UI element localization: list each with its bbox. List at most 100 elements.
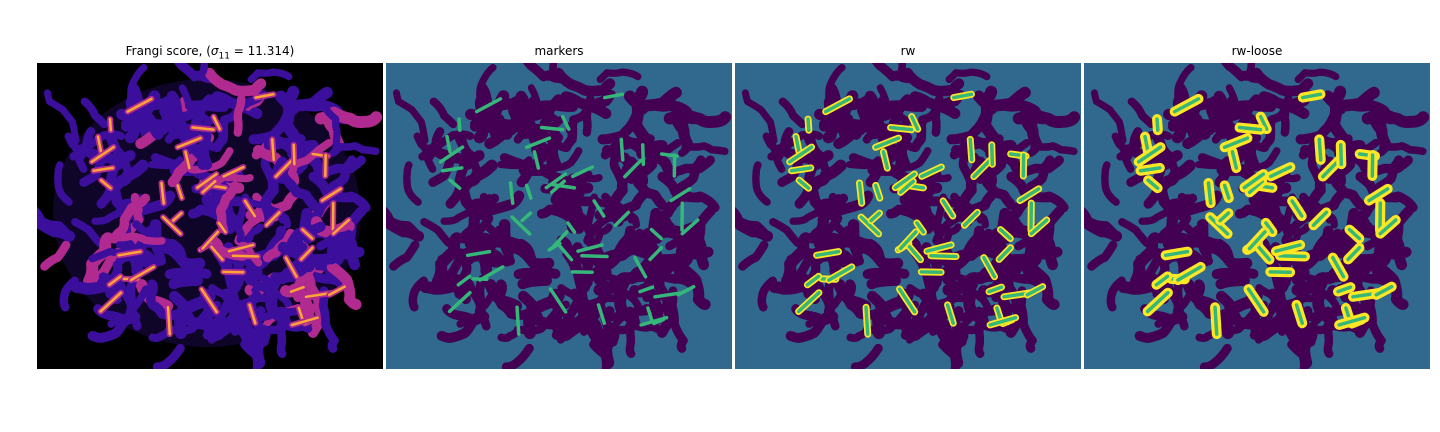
marker [1163,249,1190,258]
segmented-region [1211,265,1259,280]
ridge-structure [212,120,229,152]
rw-svg [735,63,1081,369]
ridge-peak [171,211,183,222]
ridge-structure [251,324,271,369]
marker [566,221,577,234]
marker [1237,125,1263,132]
ridge-peak [166,306,172,336]
segmented-region [932,193,948,244]
marker [1242,172,1266,190]
segmented-region [862,129,918,152]
marker [1222,136,1250,149]
marker [915,221,926,234]
segmented-region [496,156,533,170]
segmented-region [497,325,522,343]
segmented-region [561,120,578,152]
ridge-structure [203,311,242,335]
segmented-region [665,92,690,155]
marker [1268,165,1293,179]
marker [680,218,700,236]
marker [640,143,646,167]
marker [797,178,811,190]
markers-svg [386,63,732,369]
marker [1230,150,1239,170]
ridge-structure [112,232,166,245]
marker [998,227,1013,241]
segmented-region [978,85,1002,147]
segmented-region [583,193,599,244]
ridge-structure [107,285,150,328]
segmented-region [458,193,500,244]
ridge-structure [319,192,355,208]
marker [539,125,565,132]
segmented-region [419,279,470,299]
segmented-region [1159,232,1213,245]
ridge-peak [160,181,165,205]
marker [1172,97,1201,114]
marker [823,97,852,114]
marker [1146,178,1160,190]
segmented-region [845,156,882,170]
segmented-region [501,343,534,369]
marker [474,97,503,114]
ridge-structure [316,229,354,251]
ridge-structure [152,343,185,369]
segmented-region [1024,261,1060,310]
marker [510,215,532,236]
marker [1264,221,1275,234]
ridge-structure [204,67,267,97]
marker [576,243,604,253]
marker [945,303,956,325]
marker [508,181,515,205]
marker [1206,181,1213,205]
ridge-structure [59,276,79,312]
segmented-region [982,177,1017,211]
segmented-region [552,311,591,335]
ridge-peak [108,117,113,132]
segmented-region [1026,155,1055,192]
marker [897,287,917,314]
ridge-peak [99,291,123,313]
rw-loose-title: rw-loose [1231,44,1283,58]
ridge-peak [129,265,155,282]
segmented-region [437,247,476,263]
marker [560,114,571,131]
marker [962,210,980,228]
segmented-region [1087,240,1118,271]
marker [1367,187,1390,203]
segmented-region [495,279,532,321]
marker [570,165,595,179]
segmented-region [1211,129,1267,152]
segmented-region [513,129,569,152]
segmented-region [473,90,510,144]
segmented-region [1298,324,1318,369]
marker [1317,137,1323,162]
ridge-structure [37,206,76,242]
segmented-region [597,104,649,145]
ridge-peak [201,230,220,250]
marker [827,265,854,282]
frangi-title-prefix: Frangi score, ( [125,44,211,58]
segmented-region [769,218,802,248]
segmented-region [641,264,665,303]
marker [648,245,664,262]
marker [653,291,683,299]
marker [1029,218,1049,236]
marker [1338,143,1344,167]
segmented-region [1156,193,1198,244]
marker [1346,245,1362,262]
segmented-region [668,192,704,208]
marker [623,158,643,179]
segmented-region [1250,311,1289,335]
marker [989,143,995,167]
marker [633,255,648,279]
segmented-region [651,270,677,338]
ridge-structure [280,85,304,147]
segmented-region [949,324,969,369]
segmented-region [1373,261,1409,310]
segmented-region [612,272,640,328]
segmented-region [474,63,497,113]
segmented-region [945,68,991,84]
marker [438,145,465,164]
marker [447,290,472,314]
